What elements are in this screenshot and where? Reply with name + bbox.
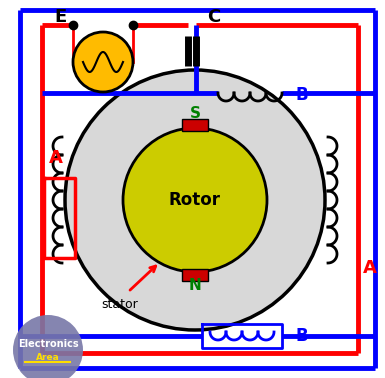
Circle shape: [65, 70, 325, 330]
Text: B: B: [296, 86, 308, 104]
Circle shape: [73, 32, 133, 92]
Text: C: C: [208, 8, 221, 26]
Text: E: E: [55, 8, 67, 26]
Bar: [182, 269, 208, 281]
Text: Area: Area: [36, 353, 60, 361]
Circle shape: [13, 315, 83, 378]
Circle shape: [123, 128, 267, 272]
Text: B: B: [296, 327, 308, 345]
Bar: [182, 119, 208, 131]
Text: A: A: [49, 149, 63, 167]
Text: electronicsarea.com: electronicsarea.com: [109, 196, 291, 214]
Text: S: S: [189, 107, 201, 121]
Text: Rotor: Rotor: [169, 191, 221, 209]
Text: A: A: [363, 259, 377, 277]
Text: Electronics: Electronics: [18, 339, 78, 349]
Text: N: N: [189, 279, 201, 293]
Text: stator: stator: [102, 297, 138, 310]
